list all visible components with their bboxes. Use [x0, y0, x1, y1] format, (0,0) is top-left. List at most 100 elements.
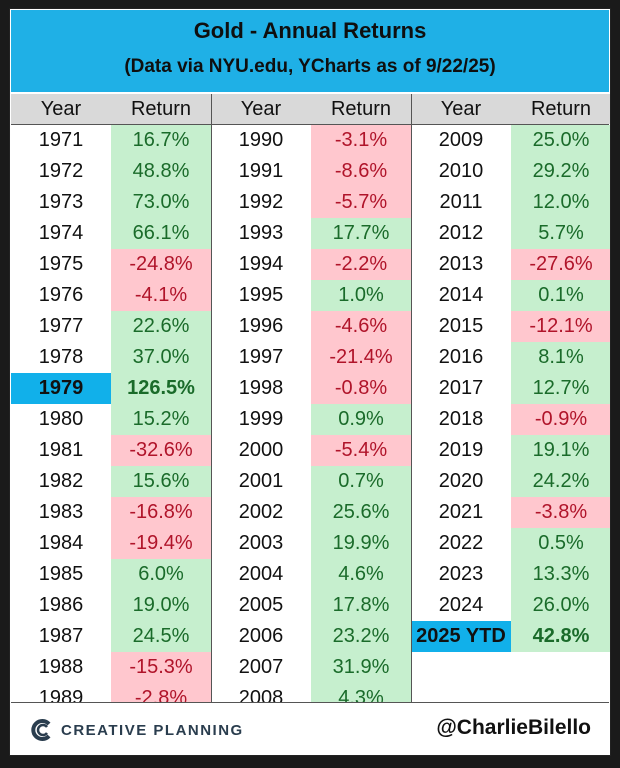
header-divider: [11, 124, 609, 125]
year-cell: 1994: [238, 253, 284, 275]
year-cell: 1993: [238, 222, 284, 244]
year-cell: 1985: [38, 563, 84, 585]
return-header: Return: [111, 94, 211, 124]
return-cell: 23.2%: [311, 621, 411, 652]
year-cell: 2024: [438, 594, 484, 616]
year-cell: 2018: [438, 408, 484, 430]
year-cell: 1986: [38, 594, 84, 616]
return-cell: 0.1%: [511, 280, 610, 311]
return-cell: 126.5%: [111, 373, 211, 404]
return-cell: 15.6%: [111, 466, 211, 497]
return-cell: 25.6%: [311, 497, 411, 528]
year-header: Year: [411, 94, 511, 124]
year-cell: 2004: [238, 563, 284, 585]
year-cell: 2005: [238, 594, 284, 616]
year-cell: 1982: [38, 470, 84, 492]
year-cell: 1998: [238, 377, 284, 399]
year-cell: 2007: [238, 656, 284, 678]
return-cell: 5.7%: [511, 218, 610, 249]
year-cell: 2014: [438, 284, 484, 306]
return-cell: -16.8%: [111, 497, 211, 528]
title-bar: Gold - Annual Returns (Data via NYU.edu,…: [11, 10, 609, 92]
year-cell: 2016: [438, 346, 484, 368]
return-cell: 26.0%: [511, 590, 610, 621]
year-cell: 2002: [238, 501, 284, 523]
year-cell: 1977: [38, 315, 84, 337]
return-cell: 6.0%: [111, 559, 211, 590]
return-cell: -2.2%: [311, 249, 411, 280]
return-cell: 13.3%: [511, 559, 610, 590]
return-cell: 31.9%: [311, 652, 411, 683]
year-cell: 1973: [38, 191, 84, 213]
return-cell: 0.9%: [311, 404, 411, 435]
year-cell: 1997: [238, 346, 284, 368]
return-header: Return: [511, 94, 610, 124]
return-cell: 4.6%: [311, 559, 411, 590]
year-cell: 1980: [38, 408, 84, 430]
return-cell: 42.8%: [511, 621, 610, 652]
return-cell: 22.6%: [111, 311, 211, 342]
return-cell: -4.6%: [311, 311, 411, 342]
returns-table: Year Return Year Return Year Return 1971 16.7% 1…: [11, 94, 610, 714]
year-cell: 2023: [438, 563, 484, 585]
return-cell: 73.0%: [111, 187, 211, 218]
brand-label: CREATIVE PLANNING: [61, 721, 244, 739]
return-cell: 24.2%: [511, 466, 610, 497]
year-cell: 1987: [38, 625, 84, 647]
creative-planning-logo: CREATIVE PLANNING: [29, 717, 244, 743]
year-cell: 1995: [238, 284, 284, 306]
return-cell: -0.8%: [311, 373, 411, 404]
return-cell: -0.9%: [511, 404, 610, 435]
return-cell: 19.9%: [311, 528, 411, 559]
year-cell: 2021: [438, 501, 484, 523]
year-cell: 2011: [439, 191, 483, 213]
return-cell: 19.0%: [111, 590, 211, 621]
return-cell: 15.2%: [111, 404, 211, 435]
return-cell: -5.4%: [311, 435, 411, 466]
year-cell: 1990: [238, 129, 284, 151]
return-cell: -19.4%: [111, 528, 211, 559]
year-cell: 1975: [38, 253, 84, 275]
return-cell: 0.5%: [511, 528, 610, 559]
return-cell: -27.6%: [511, 249, 610, 280]
return-cell: 8.1%: [511, 342, 610, 373]
author-handle: @CharlieBilello: [436, 716, 591, 739]
return-cell: -5.7%: [311, 187, 411, 218]
year-header: Year: [211, 94, 311, 124]
return-cell: 0.7%: [311, 466, 411, 497]
return-cell: 48.8%: [111, 156, 211, 187]
year-cell: 2006: [238, 625, 284, 647]
return-cell: -8.6%: [311, 156, 411, 187]
year-cell: 1976: [38, 284, 84, 306]
return-cell: -12.1%: [511, 311, 610, 342]
year-cell: 1979: [11, 373, 111, 404]
year-cell: 2000: [238, 439, 284, 461]
return-cell: -32.6%: [111, 435, 211, 466]
column-divider: [411, 94, 412, 702]
year-cell: 1972: [38, 160, 84, 182]
footer: CREATIVE PLANNING @CharlieBilello: [11, 702, 609, 755]
return-cell: 12.7%: [511, 373, 610, 404]
return-header: Return: [311, 94, 411, 124]
year-cell: 2017: [438, 377, 484, 399]
column-divider: [211, 94, 212, 702]
year-cell: 1981: [38, 439, 84, 461]
year-cell: 1992: [238, 191, 284, 213]
year-cell: 2025 YTD: [411, 621, 511, 652]
year-cell: 1988: [38, 656, 84, 678]
return-cell: -3.8%: [511, 497, 610, 528]
chart-subtitle: (Data via NYU.edu, YCharts as of 9/22/25…: [124, 56, 496, 77]
return-cell: 66.1%: [111, 218, 211, 249]
year-cell: 2020: [438, 470, 484, 492]
year-cell: 2003: [238, 532, 284, 554]
return-cell: 19.1%: [511, 435, 610, 466]
chart-title: Gold - Annual Returns: [193, 18, 427, 43]
year-header: Year: [11, 94, 111, 124]
year-cell: 1999: [238, 408, 284, 430]
return-cell: -24.8%: [111, 249, 211, 280]
return-cell: -3.1%: [311, 125, 411, 156]
year-cell: 1991: [238, 160, 284, 182]
year-cell: 1974: [38, 222, 84, 244]
year-cell: 1996: [238, 315, 284, 337]
year-cell: 2012: [438, 222, 484, 244]
